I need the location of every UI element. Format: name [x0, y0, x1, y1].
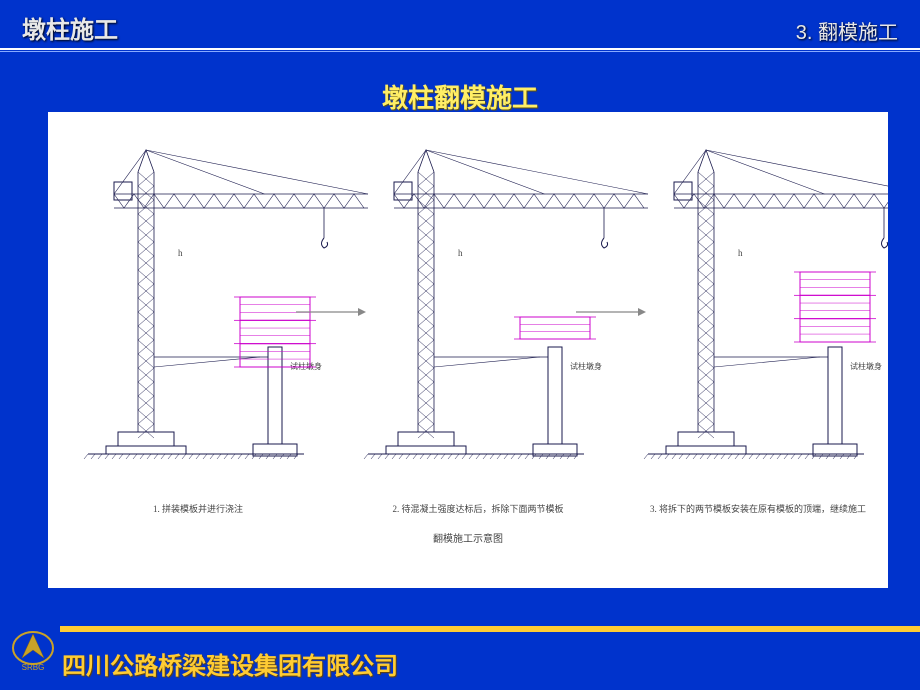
diagram-svg: h 试柱墩身 1. 拼装模板并进行浇注 h 试柱墩身 2. 待混凝土强度达标后，拆除下面两… [48, 112, 888, 588]
panel-p3: h 试柱墩身 3. 将拆下的两节模板安装在原有模板的顶端，继续施工 [644, 150, 888, 514]
page-title: 墩柱翻模施工 [0, 78, 920, 115]
header-right-title: 3. 翻模施工 [796, 16, 898, 45]
company-logo-icon: SRBG [10, 628, 56, 674]
svg-text:h: h [738, 248, 743, 258]
logo-text: SRBG [22, 663, 45, 672]
panel-caption: 1. 拼装模板并进行浇注 [153, 503, 243, 514]
panel-p2: h 试柱墩身 2. 待混凝土强度达标后，拆除下面两节模板 [364, 150, 648, 514]
header-left-title: 墩柱施工 [22, 10, 118, 45]
svg-text:h: h [178, 248, 183, 258]
header-divider [0, 48, 920, 52]
footer-bar [60, 626, 920, 632]
diagram-canvas: h 试柱墩身 1. 拼装模板并进行浇注 h 试柱墩身 2. 待混凝土强度达标后，拆除下面两… [48, 112, 888, 588]
svg-text:试柱墩身: 试柱墩身 [850, 361, 882, 371]
company-name: 四川公路桥梁建设集团有限公司 [62, 646, 398, 681]
panel-p1: h 试柱墩身 1. 拼装模板并进行浇注 [84, 150, 368, 514]
header: 墩柱施工 3. 翻模施工 [0, 0, 920, 48]
diagram-bottom-caption: 翻模施工示意图 [433, 532, 503, 545]
panel-caption: 3. 将拆下的两节模板安装在原有模板的顶端，继续施工 [650, 503, 866, 514]
svg-text:试柱墩身: 试柱墩身 [570, 361, 602, 371]
panel-caption: 2. 待混凝土强度达标后，拆除下面两节模板 [392, 503, 563, 514]
svg-text:试柱墩身: 试柱墩身 [290, 361, 322, 371]
svg-text:h: h [458, 248, 463, 258]
